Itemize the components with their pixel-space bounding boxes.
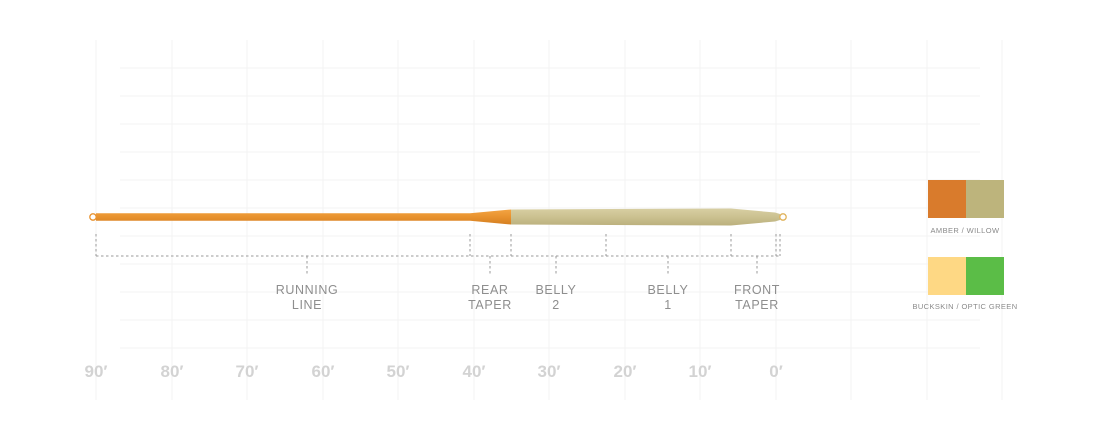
- fly-line: [89, 208, 787, 226]
- front-taper-label-2: TAPER: [735, 298, 779, 312]
- optic-green-swatch: [966, 257, 1004, 295]
- color-option-buckskin-optic-green[interactable]: BUCKSKIN / OPTIC GREEN: [912, 257, 1017, 311]
- front-taper-label-1: FRONT: [734, 283, 780, 297]
- distance-label-10: 10′: [689, 362, 712, 381]
- color-option-amber-willow[interactable]: AMBER / WILLOW: [928, 180, 1004, 235]
- belly-2-label-2: 2: [552, 298, 560, 312]
- distance-label-50: 50′: [387, 362, 410, 381]
- rear-loop: [89, 213, 97, 221]
- segment-brackets: [95, 234, 781, 276]
- belly-1-label-1: BELLY: [648, 283, 689, 297]
- distance-label-0: 0′: [769, 362, 783, 381]
- willow-swatch: [966, 180, 1004, 218]
- buckskin-swatch: [928, 257, 966, 295]
- distance-label-40: 40′: [463, 362, 486, 381]
- running-line-label-2: LINE: [292, 298, 322, 312]
- rear-taper-label-1: REAR: [471, 283, 508, 297]
- belly-2-label-1: BELLY: [536, 283, 577, 297]
- distance-label-30: 30′: [538, 362, 561, 381]
- buckskin-optic-green-label: BUCKSKIN / OPTIC GREEN: [912, 302, 1017, 311]
- distance-label-70: 70′: [236, 362, 259, 381]
- rear-taper-label-2: TAPER: [468, 298, 512, 312]
- head-segment: [511, 208, 780, 226]
- belly-1-label-2: 1: [664, 298, 672, 312]
- segment-labels: RUNNING LINE REAR TAPER BELLY 2 BELLY 1 …: [276, 283, 780, 312]
- running-line-segment: [96, 209, 511, 225]
- amber-willow-label: AMBER / WILLOW: [931, 226, 1000, 235]
- distance-label-60: 60′: [312, 362, 335, 381]
- distance-label-20: 20′: [614, 362, 637, 381]
- front-loop: [779, 213, 787, 221]
- distance-scale: 90′ 80′ 70′ 60′ 50′ 40′ 30′ 20′ 10′ 0′: [85, 362, 783, 381]
- running-line-label-1: RUNNING: [276, 283, 339, 297]
- distance-label-90: 90′: [85, 362, 108, 381]
- amber-swatch: [928, 180, 966, 218]
- background-grid: [95, 40, 1003, 400]
- distance-label-80: 80′: [161, 362, 184, 381]
